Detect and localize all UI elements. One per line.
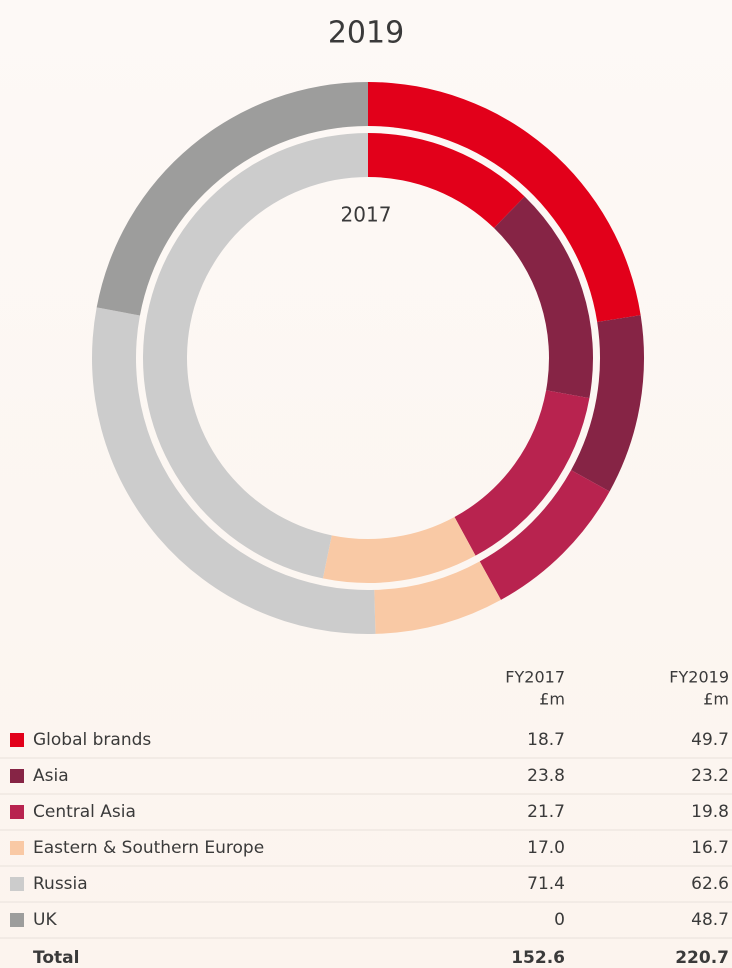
total-label: Total [33,948,79,968]
legend-swatch [10,769,24,783]
donut-segment [454,390,590,556]
legend-swatch [10,913,24,927]
column-header: FY2017 [505,668,565,687]
column-unit: £m [539,690,565,709]
table-value: 17.0 [527,838,565,858]
category-label: Asia [33,766,69,786]
donut-segment [374,561,501,634]
legend-swatch [10,877,24,891]
donut-segment [479,470,610,600]
table-value: 48.7 [691,910,729,930]
donut-segment [96,82,369,316]
category-label: Global brands [33,730,151,750]
table-value: 49.7 [691,730,729,750]
legend-swatch [10,841,24,855]
total-value: 152.6 [511,948,565,968]
donut-segment [493,196,593,399]
table-value: 0 [554,910,565,930]
donut-segment [92,307,376,634]
donut-segment [368,82,641,322]
category-label: Central Asia [33,802,136,822]
total-value: 220.7 [675,948,729,968]
table-value: 19.8 [691,802,729,822]
table-value: 16.7 [691,838,729,858]
inner-ring-label: 2017 [341,203,392,227]
table-value: 23.2 [691,766,729,786]
donut-segment [571,315,644,492]
table-value: 21.7 [527,802,565,822]
table-value: 71.4 [527,874,565,894]
category-label: UK [33,910,57,930]
category-label: Eastern & Southern Europe [33,838,264,858]
table-value: 23.8 [527,766,565,786]
donut-segment [322,516,476,583]
table-value: 62.6 [691,874,729,894]
category-label: Russia [33,874,88,894]
donut-segment [142,133,368,579]
legend-swatch [10,733,24,747]
column-unit: £m [703,690,729,709]
column-header: FY2019 [669,668,729,687]
outer-ring-label: 2019 [328,16,404,51]
table-value: 18.7 [527,730,565,750]
legend-swatch [10,805,24,819]
donut-segment [368,133,525,229]
